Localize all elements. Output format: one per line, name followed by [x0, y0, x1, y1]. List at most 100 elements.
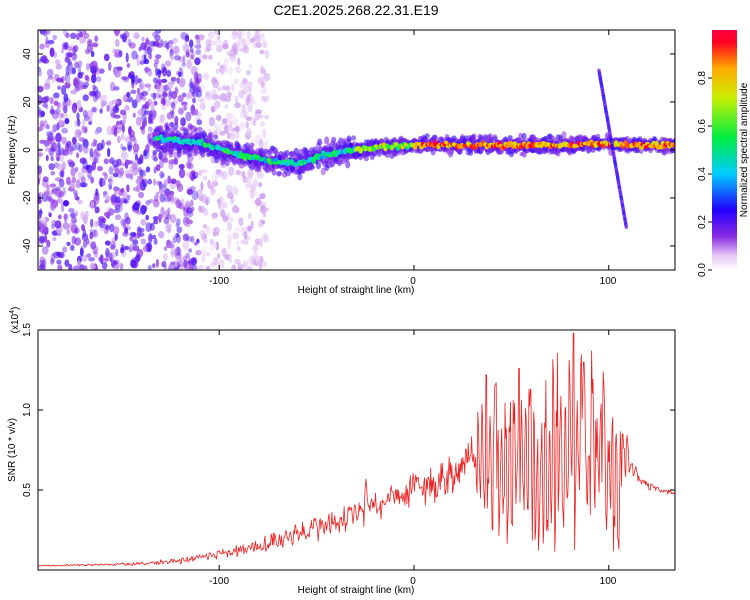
noise-speck — [45, 30, 51, 35]
noise-speck — [218, 196, 224, 204]
noise-speck — [134, 75, 139, 85]
noise-speck — [161, 63, 166, 73]
noise-speck — [225, 184, 233, 193]
noise-speck — [259, 49, 265, 55]
noise-speck — [49, 183, 57, 188]
noise-speck — [81, 224, 85, 232]
noise-speck — [181, 104, 188, 109]
noise-speck — [121, 146, 127, 151]
ridge-halo — [385, 153, 390, 159]
noise-speck — [54, 190, 59, 197]
noise-speck — [94, 220, 99, 228]
noise-speck — [165, 42, 170, 50]
noise-speck — [74, 227, 80, 234]
noise-speck — [134, 154, 139, 161]
noise-speck — [236, 246, 241, 251]
noise-speck — [153, 238, 158, 245]
noise-speck — [168, 264, 172, 270]
noise-speck — [79, 37, 85, 44]
noise-speck — [115, 196, 121, 204]
noise-speck — [63, 93, 69, 103]
noise-speck — [103, 257, 109, 262]
noise-speck — [46, 239, 51, 248]
noise-speck — [89, 148, 94, 158]
noise-speck — [141, 104, 149, 109]
noise-speck — [213, 226, 220, 235]
ridge-mark — [637, 141, 642, 148]
noise-speck — [159, 39, 164, 45]
noise-speck — [132, 202, 140, 211]
noise-speck — [162, 96, 166, 106]
noise-speck — [112, 48, 117, 54]
noise-speck — [62, 246, 68, 253]
noise-speck — [111, 262, 116, 267]
noise-speck — [95, 188, 99, 197]
noise-speck — [157, 70, 162, 75]
ridge-halo — [152, 149, 158, 155]
noise-speck — [123, 245, 130, 251]
noise-speck — [224, 65, 228, 74]
noise-speck — [67, 159, 74, 165]
noise-speck — [264, 139, 269, 148]
noise-speck — [200, 104, 204, 109]
noise-speck — [75, 179, 81, 189]
noise-speck — [88, 120, 92, 125]
noise-speck — [152, 77, 159, 83]
noise-speck — [195, 171, 200, 177]
noise-speck — [188, 248, 193, 253]
noise-speck — [234, 102, 241, 109]
ridge-halo — [345, 160, 351, 169]
noise-speck — [160, 173, 165, 178]
ridge-halo — [249, 142, 255, 148]
noise-speck — [259, 255, 263, 263]
noise-speck — [38, 264, 46, 269]
noise-speck — [69, 146, 73, 156]
noise-speck — [46, 68, 54, 78]
noise-speck — [260, 67, 267, 75]
noise-speck — [63, 213, 68, 223]
noise-speck — [52, 34, 58, 41]
noise-speck — [94, 206, 100, 214]
noise-speck — [55, 186, 61, 192]
noise-speck — [55, 64, 62, 70]
noise-speck — [145, 166, 151, 173]
noise-speck — [38, 58, 42, 64]
noise-speck — [210, 88, 217, 96]
noise-speck — [181, 92, 187, 98]
noise-speck — [218, 171, 225, 178]
noise-speck — [66, 52, 73, 58]
noise-speck — [132, 112, 136, 118]
noise-speck — [127, 144, 132, 152]
ridge-halo — [193, 148, 199, 157]
noise-speck — [88, 117, 93, 124]
noise-speck — [142, 95, 147, 101]
noise-speck — [128, 42, 136, 49]
noise-speck — [90, 142, 97, 148]
noise-speck — [122, 191, 128, 199]
snr-plot-area — [38, 332, 675, 567]
noise-speck — [103, 158, 109, 165]
noise-speck — [217, 253, 221, 259]
noise-speck — [83, 115, 90, 122]
noise-speck — [78, 144, 83, 153]
noise-speck — [119, 167, 124, 176]
noise-speck — [135, 54, 139, 61]
noise-speck — [231, 264, 237, 270]
colorbar-ticks — [708, 77, 712, 271]
noise-speck — [56, 163, 63, 170]
noise-speck — [124, 136, 130, 143]
noise-speck — [81, 232, 89, 242]
noise-speck — [160, 206, 165, 217]
noise-speck — [242, 175, 247, 181]
noise-speck — [122, 76, 130, 83]
noise-speck — [200, 169, 208, 174]
noise-speck — [185, 35, 190, 42]
noise-speck — [196, 119, 203, 126]
noise-speck — [126, 63, 131, 68]
noise-speck — [250, 116, 255, 126]
noise-speck — [143, 245, 147, 252]
noise-speck — [165, 223, 172, 228]
noise-speck — [115, 168, 120, 175]
noise-speck — [140, 219, 147, 226]
noise-speck — [54, 220, 62, 229]
